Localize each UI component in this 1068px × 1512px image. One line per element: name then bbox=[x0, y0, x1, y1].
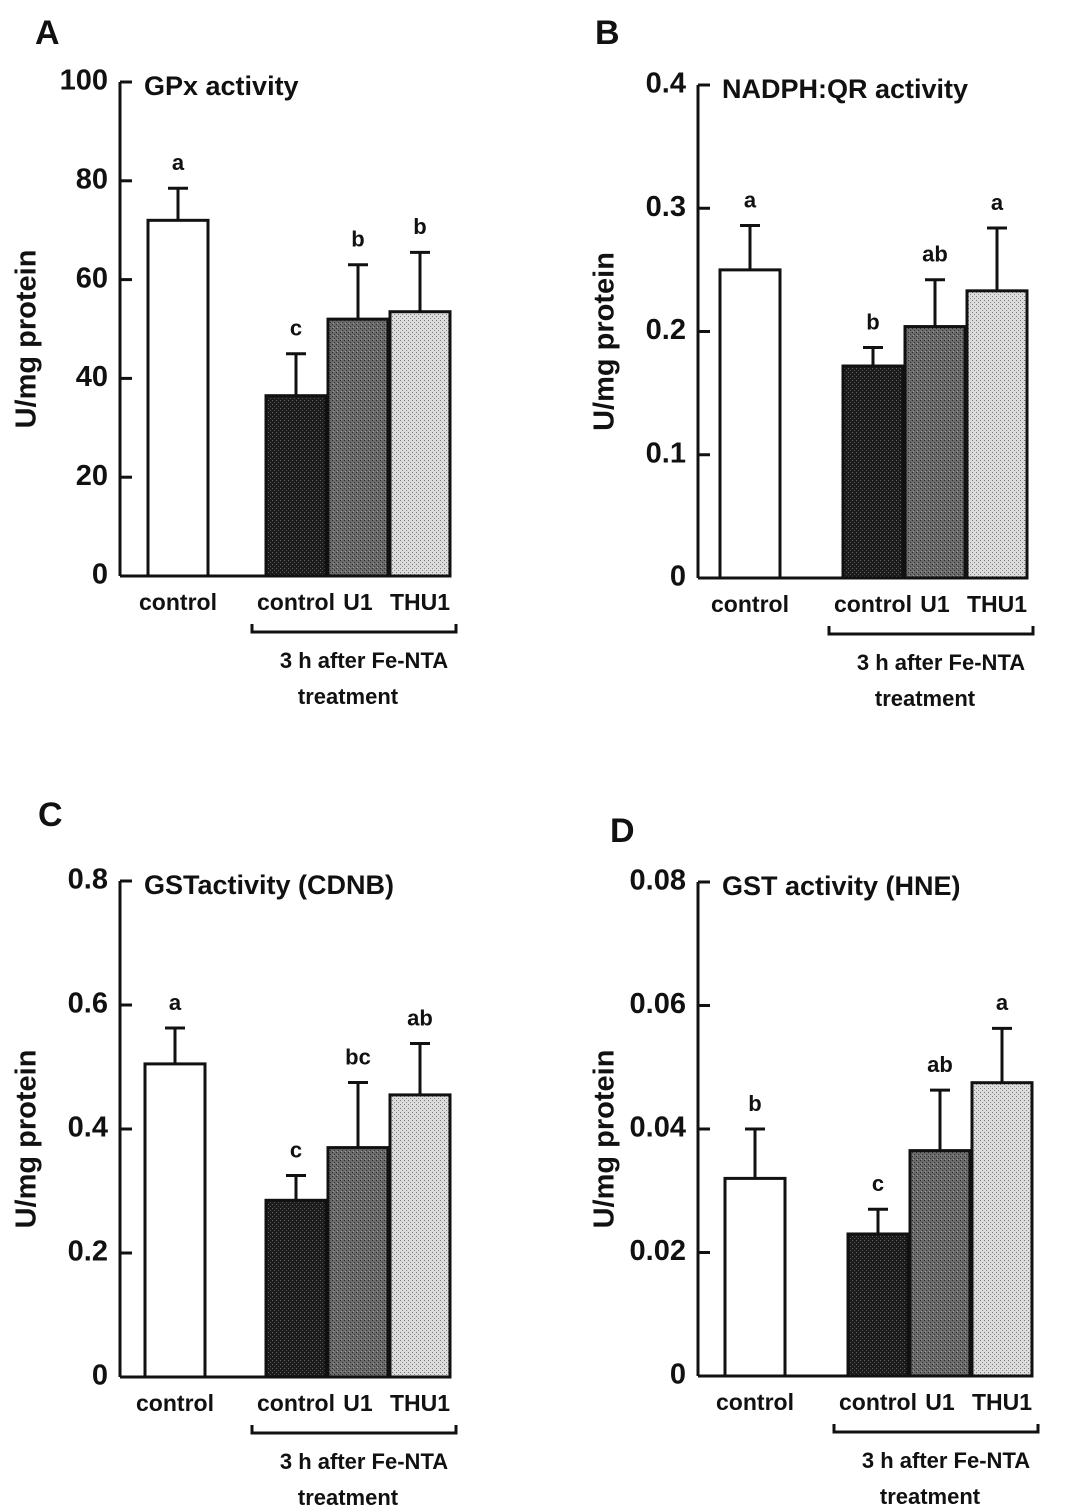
y-tick-label: 0.06 bbox=[630, 988, 686, 1020]
significance-label: ab bbox=[927, 1052, 953, 1077]
group-label-line1: 3 h after Fe-NTA bbox=[280, 1449, 448, 1474]
group-bracket bbox=[250, 624, 458, 634]
group-bracket bbox=[827, 626, 1035, 636]
chart-panel-c: C GSTactivity (CDNB) 0 0.2 0.4 0.6 0.8 U/mg pro… bbox=[11, 796, 458, 1510]
significance-label: b bbox=[866, 309, 879, 334]
bar-u1 bbox=[903, 325, 967, 580]
group-label-line2: treatment bbox=[298, 684, 399, 709]
y-tick-label: 0.4 bbox=[646, 68, 686, 100]
y-axis-label: U/mg protein bbox=[589, 252, 621, 431]
group-label-line2: treatment bbox=[298, 1485, 399, 1510]
y-tick-label: 0.8 bbox=[68, 864, 108, 896]
y-tick-label: 0 bbox=[670, 1359, 686, 1391]
y-tick-label: 0.1 bbox=[646, 437, 686, 469]
category-label: control bbox=[834, 591, 912, 617]
bar-control bbox=[718, 268, 782, 580]
significance-label: a bbox=[169, 990, 182, 1015]
group-label-line1: 3 h after Fe-NTA bbox=[857, 650, 1025, 675]
y-tick-label: 60 bbox=[76, 262, 108, 294]
y-tick-label: 0 bbox=[92, 1360, 108, 1392]
significance-label: b bbox=[748, 1091, 761, 1116]
significance-label: a bbox=[172, 150, 185, 175]
group-label-line1: 3 h after Fe-NTA bbox=[862, 1448, 1030, 1473]
panel-letter: A bbox=[35, 14, 60, 52]
group-label-line2: treatment bbox=[880, 1484, 981, 1509]
y-axis-label: U/mg protein bbox=[11, 250, 43, 429]
y-tick-label: 0.2 bbox=[646, 314, 686, 346]
bar-control bbox=[143, 1062, 207, 1379]
y-tick-label: 0.02 bbox=[630, 1235, 686, 1267]
chart-title: GST activity (HNE) bbox=[722, 871, 961, 901]
panel-letter: B bbox=[595, 14, 620, 52]
category-label: control bbox=[136, 1390, 214, 1416]
category-label: control bbox=[711, 591, 789, 617]
category-label: control bbox=[716, 1389, 794, 1415]
bar-control bbox=[146, 218, 210, 578]
bar-thu1 bbox=[388, 310, 452, 578]
group-label-line1: 3 h after Fe-NTA bbox=[280, 648, 448, 673]
y-tick-label: 0 bbox=[92, 559, 108, 591]
category-label: control bbox=[839, 1389, 917, 1415]
bar-thu1 bbox=[965, 289, 1029, 580]
y-tick-label: 0.08 bbox=[630, 865, 686, 897]
significance-label: a bbox=[996, 990, 1009, 1015]
significance-label: c bbox=[290, 316, 302, 341]
group-bracket bbox=[832, 1424, 1040, 1434]
bar-u1 bbox=[908, 1149, 972, 1378]
y-axis-label: U/mg protein bbox=[11, 1050, 43, 1229]
bar-u1 bbox=[326, 1146, 390, 1379]
significance-label: bc bbox=[345, 1044, 371, 1069]
chart-panel-a: A GPx activity 0 20 40 60 80 100 U/mg protein a co… bbox=[11, 14, 458, 709]
group-bracket bbox=[250, 1425, 458, 1435]
category-label: control bbox=[257, 1390, 335, 1416]
y-tick-label: 20 bbox=[76, 460, 108, 492]
category-label: THU1 bbox=[967, 591, 1027, 617]
y-tick-label: 0.2 bbox=[68, 1236, 108, 1268]
significance-label: c bbox=[290, 1137, 302, 1162]
bar-u1 bbox=[326, 317, 390, 578]
y-tick-label: 0.04 bbox=[630, 1112, 686, 1144]
category-label: control bbox=[257, 589, 335, 615]
bar-thu1 bbox=[970, 1081, 1034, 1378]
y-tick-label: 0.4 bbox=[68, 1112, 108, 1144]
significance-label: a bbox=[744, 187, 757, 212]
significance-label: b bbox=[413, 214, 426, 239]
bar-control bbox=[723, 1176, 787, 1378]
significance-label: a bbox=[991, 190, 1004, 215]
category-label: U1 bbox=[925, 1389, 955, 1415]
chart-title: GPx activity bbox=[144, 71, 299, 101]
significance-label: b bbox=[351, 227, 364, 252]
chart-panel-d: D GST activity (HNE) 0 0.02 0.04 0.06 0.08 U/mg… bbox=[589, 812, 1040, 1509]
y-tick-label: 100 bbox=[60, 65, 108, 97]
bar-thu1 bbox=[388, 1093, 452, 1379]
category-label: THU1 bbox=[390, 589, 450, 615]
panel-letter: D bbox=[610, 812, 635, 850]
bar-control bbox=[264, 1198, 328, 1379]
chart-title: NADPH:QR activity bbox=[722, 74, 968, 104]
y-tick-label: 0.6 bbox=[68, 988, 108, 1020]
y-axis-label: U/mg protein bbox=[589, 1050, 621, 1229]
y-tick-label: 0 bbox=[670, 561, 686, 593]
category-label: THU1 bbox=[390, 1390, 450, 1416]
bar-control bbox=[264, 394, 328, 578]
bar-control bbox=[841, 364, 905, 580]
significance-label: ab bbox=[407, 1005, 433, 1030]
y-tick-label: 0.3 bbox=[646, 191, 686, 223]
category-label: THU1 bbox=[972, 1389, 1032, 1415]
category-label: U1 bbox=[343, 1390, 373, 1416]
chart-panel-b: B NADPH:QR activity 0 0.1 0.2 0.3 0.4 U/mg prot… bbox=[589, 14, 1035, 711]
bar-control bbox=[846, 1232, 910, 1378]
panel-letter: C bbox=[38, 796, 63, 834]
significance-label: ab bbox=[922, 242, 948, 267]
chart-title: GSTactivity (CDNB) bbox=[144, 870, 394, 900]
group-label-line2: treatment bbox=[875, 686, 976, 711]
category-label: U1 bbox=[343, 589, 373, 615]
y-tick-label: 80 bbox=[76, 163, 108, 195]
significance-label: c bbox=[872, 1171, 884, 1196]
category-label: U1 bbox=[920, 591, 950, 617]
y-tick-label: 40 bbox=[76, 361, 108, 393]
category-label: control bbox=[139, 589, 217, 615]
